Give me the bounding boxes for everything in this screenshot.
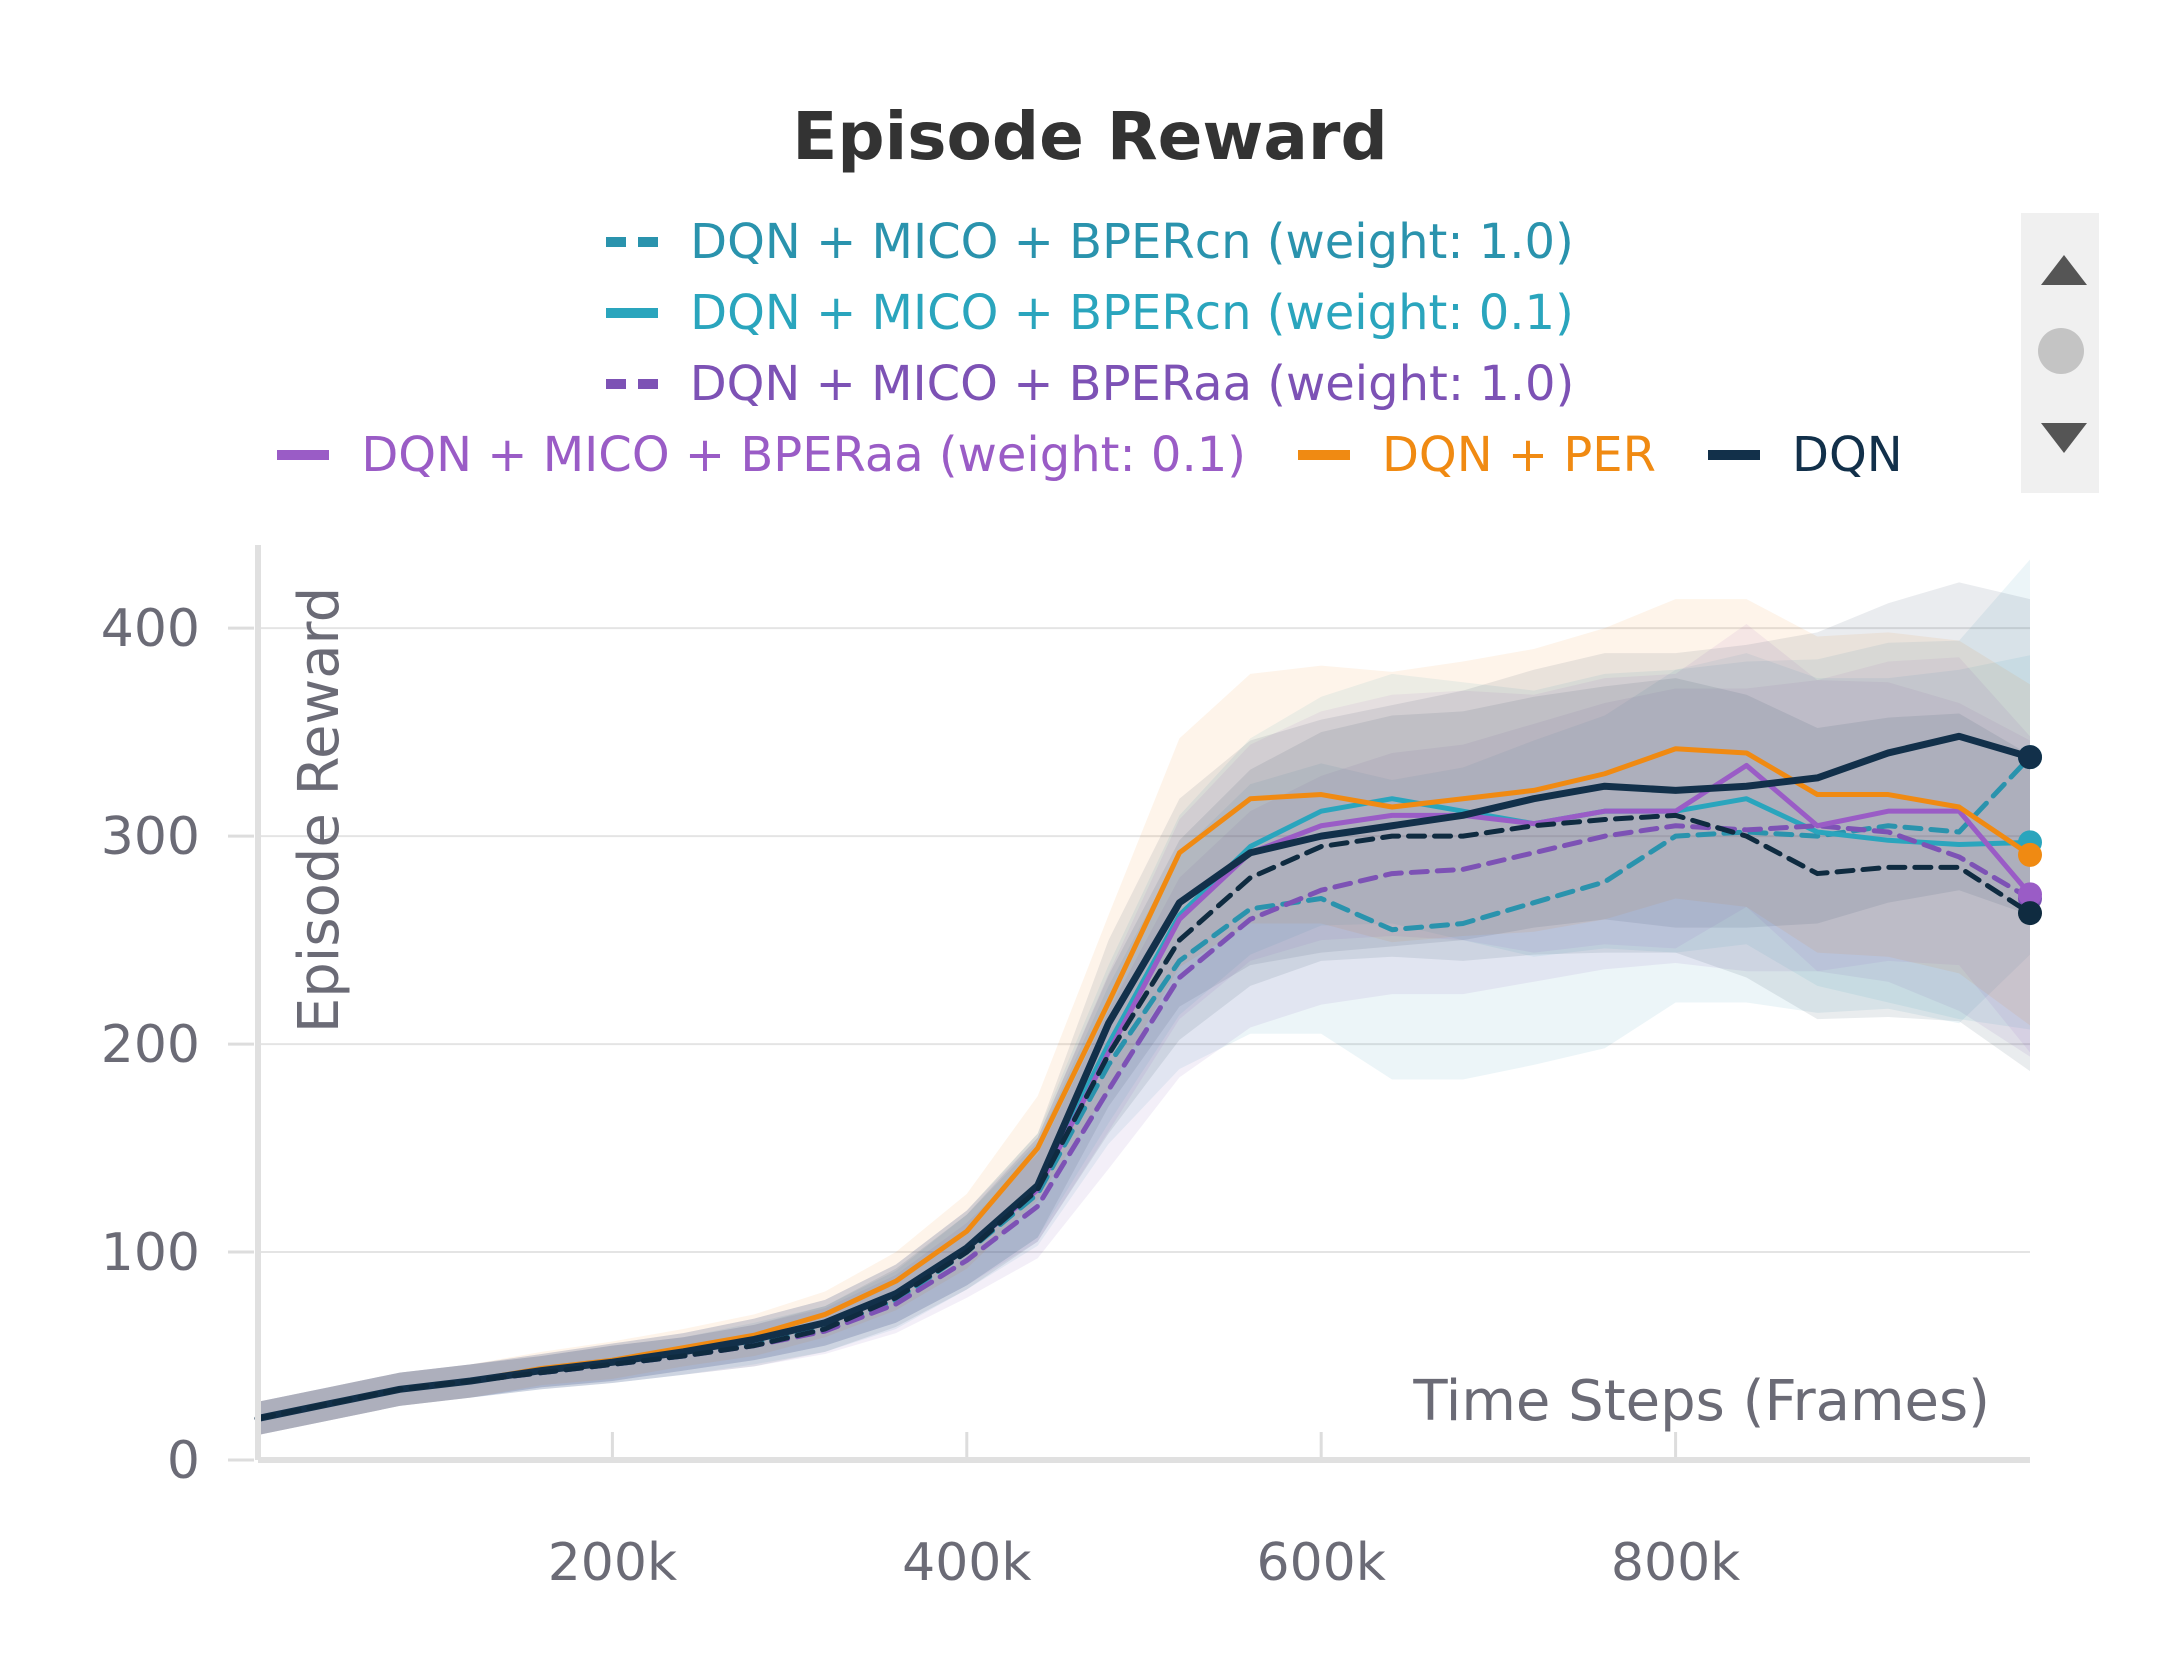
legend-label: DQN — [1791, 427, 1903, 483]
legend-label: DQN + MICO + BPERaa (weight: 0.1) — [361, 427, 1246, 483]
chart-title: Episode Reward — [792, 98, 1388, 175]
line-layer — [254, 732, 2042, 1422]
legend-row-1: DQN + MICO + BPERcn (weight: 1.0) — [0, 212, 2160, 272]
y-tick-label: 0 — [167, 1431, 200, 1491]
series-band — [258, 653, 2030, 1436]
axis-layer — [228, 545, 2030, 1463]
legend-label: DQN + PER — [1381, 427, 1656, 483]
legend-swatch-icon — [277, 450, 330, 460]
legend-swatch-icon — [606, 237, 659, 247]
legend-row-4: DQN + MICO + BPERaa (weight: 0.1) DQN + … — [0, 425, 2160, 485]
legend-row-3: DQN + MICO + BPERaa (weight: 1.0) — [0, 354, 2160, 414]
x-tick-label: 200k — [548, 1533, 677, 1593]
legend-label: DQN + MICO + BPERcn (weight: 1.0) — [690, 214, 1574, 270]
series-end-marker — [2018, 882, 2042, 907]
legend-scroll-widget[interactable] — [2021, 213, 2099, 493]
scroll-down-icon[interactable] — [2041, 423, 2087, 453]
series-band — [258, 678, 2030, 1436]
label-layer: 0 100 200 300 400 200k 400k 600k 800k Episode Rew… — [101, 587, 1990, 1593]
legend-item-dqn[interactable]: DQN — [1707, 425, 1903, 485]
legend-row-2: DQN + MICO + BPERcn (weight: 0.1) — [0, 283, 2160, 343]
y-tick-label: 200 — [101, 1015, 200, 1075]
legend-swatch-icon — [605, 379, 658, 389]
legend-item-beraa-1-0[interactable]: DQN + MICO + BPERaa (weight: 1.0) — [605, 354, 1575, 414]
legend-swatch-icon — [1707, 450, 1760, 460]
scroll-up-icon[interactable] — [2041, 255, 2087, 285]
legend-item-dqn-per[interactable]: DQN + PER — [1297, 425, 1656, 485]
series-line — [255, 812, 2033, 1421]
x-tick-label: 800k — [1611, 1533, 1740, 1593]
y-axis-title: Episode Reward — [287, 587, 352, 1033]
legend-item-bpercn-0-1[interactable]: DQN + MICO + BPERcn (weight: 0.1) — [606, 283, 1574, 343]
legend-swatch-icon — [1297, 450, 1350, 460]
y-tick-label: 300 — [101, 807, 200, 867]
x-tick-label: 600k — [1257, 1533, 1386, 1593]
legend-swatch-icon — [606, 308, 659, 318]
grid-layer — [258, 627, 2030, 1254]
legend-label: DQN + MICO + BPERcn (weight: 0.1) — [690, 285, 1574, 341]
legend-item-bpercn-1-0[interactable]: DQN + MICO + BPERcn (weight: 1.0) — [606, 212, 1574, 272]
series-end-marker — [2018, 842, 2042, 867]
series-end-marker — [2018, 901, 2042, 926]
series-end-marker — [2018, 745, 2042, 770]
legend-label: DQN + MICO + BPERaa (weight: 1.0) — [689, 356, 1575, 412]
x-axis-title: Time Steps (Frames) — [1412, 1369, 1990, 1434]
scroll-position-icon[interactable] — [2038, 328, 2084, 374]
y-tick-label: 100 — [101, 1223, 200, 1283]
legend-item-beraa-0-1[interactable]: DQN + MICO + BPERaa (weight: 0.1) — [277, 425, 1246, 485]
x-tick-label: 400k — [902, 1533, 1031, 1593]
y-tick-label: 400 — [101, 599, 200, 659]
series-band — [258, 680, 2030, 1436]
series-band — [258, 599, 2030, 1436]
